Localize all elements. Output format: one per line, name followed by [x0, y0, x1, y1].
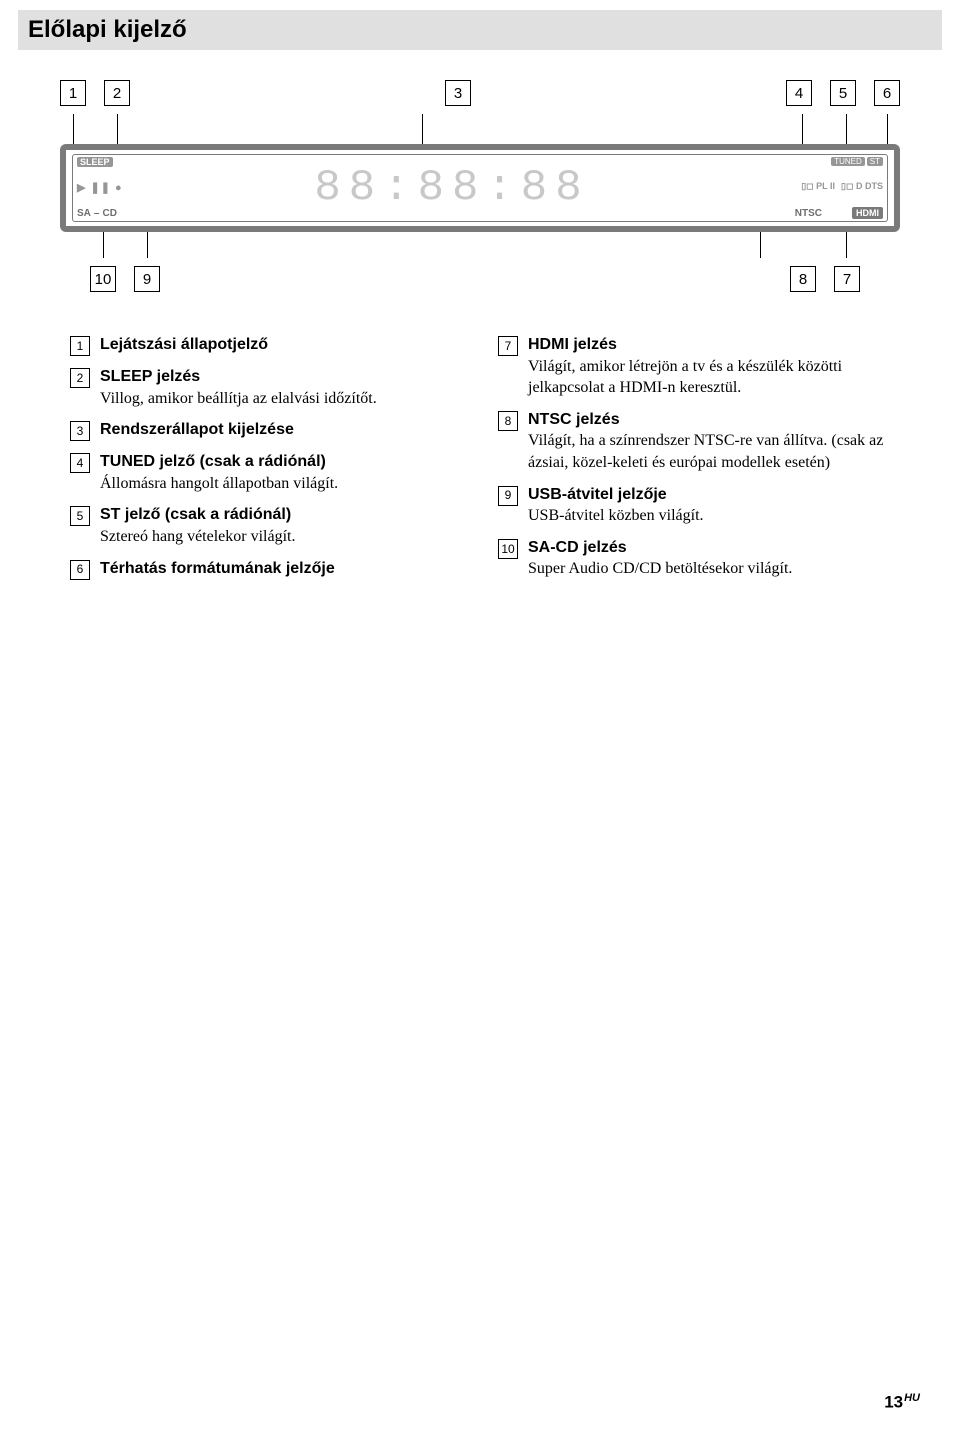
legend-item: 5 ST jelző (csak a rádiónál) Sztereó han…	[70, 504, 462, 547]
legend-title: HDMI jelzés	[528, 334, 890, 356]
legend-number: 8	[498, 411, 518, 431]
tuned-indicator: TUNED	[831, 157, 865, 166]
legend-desc: Villog, amikor beállítja az elalvási idő…	[100, 388, 462, 410]
page-lang: HU	[904, 1392, 920, 1404]
legend-left-column: 1 Lejátszási állapotjelző 2 SLEEP jelzés…	[70, 334, 462, 590]
page-footer: 13HU	[884, 1392, 920, 1413]
legend-number: 10	[498, 539, 518, 559]
sa-cd-indicator: SA – CD	[77, 208, 131, 219]
legend-number: 4	[70, 453, 90, 473]
callout-lines-bottom	[60, 232, 900, 258]
hdmi-indicator: HDMI	[852, 207, 883, 219]
legend-title: Rendszerállapot kijelzése	[100, 419, 462, 441]
legend-title: Térhatás formátumának jelzője	[100, 558, 462, 580]
legend-desc: Sztereó hang vételekor világít.	[100, 526, 462, 548]
legend-title: TUNED jelző (csak a rádiónál)	[100, 451, 462, 473]
legend-desc: Super Audio CD/CD betöltésekor világít.	[528, 558, 890, 580]
legend-title: NTSC jelzés	[528, 409, 890, 431]
legend-item: 7 HDMI jelzés Világít, amikor létrejön a…	[498, 334, 890, 399]
legend-item: 4 TUNED jelző (csak a rádiónál) Állomásr…	[70, 451, 462, 494]
page-number: 13	[884, 1393, 903, 1412]
legend-number: 2	[70, 368, 90, 388]
legend-number: 7	[498, 336, 518, 356]
callout-2: 2	[104, 80, 130, 106]
legend-title: SA-CD jelzés	[528, 537, 890, 559]
legend-title: ST jelző (csak a rádiónál)	[100, 504, 462, 526]
legend-number: 6	[70, 560, 90, 580]
callout-row-bottom: 10 9 8 7	[60, 266, 900, 292]
playback-icons: ▶ ❚❚ ●	[77, 181, 131, 194]
legend-number: 5	[70, 506, 90, 526]
legend-title: SLEEP jelzés	[100, 366, 462, 388]
surround-format-row: ▯◻ PL II ▯◻ D DTS	[801, 181, 883, 192]
legend-desc: USB-átvitel közben világít.	[528, 505, 890, 527]
ntsc-indicator: NTSC	[795, 208, 822, 219]
legend-number: 9	[498, 486, 518, 506]
legend-item: 8 NTSC jelzés Világít, ha a színrendszer…	[498, 409, 890, 474]
panel-right: TUNED ST ▯◻ PL II ▯◻ D DTS NTSC HDMI	[773, 157, 883, 219]
callout-8: 8	[790, 266, 816, 292]
legend-item: 1 Lejátszási állapotjelző	[70, 334, 462, 356]
panel-left: SLEEP ▶ ❚❚ ● SA – CD	[77, 157, 131, 219]
callout-3: 3	[445, 80, 471, 106]
legend-item: 3 Rendszerállapot kijelzése	[70, 419, 462, 441]
legend-desc: Állomásra hangolt állapotban világít.	[100, 473, 462, 495]
legend-title: USB-átvitel jelzője	[528, 484, 890, 506]
seven-segment-display: 88:88:88	[314, 163, 589, 213]
callout-10: 10	[90, 266, 116, 292]
callout-lines-top	[60, 114, 900, 144]
callout-9: 9	[134, 266, 160, 292]
legend-item: 10 SA-CD jelzés Super Audio CD/CD betölt…	[498, 537, 890, 580]
section-header: Előlapi kijelző	[18, 10, 942, 50]
legend-right-column: 7 HDMI jelzés Világít, amikor létrejön a…	[498, 334, 890, 590]
callout-1: 1	[60, 80, 86, 106]
callout-4: 4	[786, 80, 812, 106]
legend-item: 2 SLEEP jelzés Villog, amikor beállítja …	[70, 366, 462, 409]
display-panel: SLEEP ▶ ❚❚ ● SA – CD 88:88:88 TUNED ST ▯…	[60, 144, 900, 232]
legend-item: 9 USB-átvitel jelzője USB-átvitel közben…	[498, 484, 890, 527]
legend-number: 1	[70, 336, 90, 356]
panel-mid: 88:88:88	[137, 157, 767, 219]
legend-title: Lejátszási állapotjelző	[100, 334, 462, 356]
callout-7: 7	[834, 266, 860, 292]
callout-5: 5	[830, 80, 856, 106]
sleep-indicator: SLEEP	[77, 157, 113, 167]
legend-desc: Világít, amikor létrejön a tv és a készü…	[528, 356, 890, 399]
callout-6: 6	[874, 80, 900, 106]
st-indicator: ST	[867, 157, 883, 166]
legend-item: 6 Térhatás formátumának jelzője	[70, 558, 462, 580]
panel-inner: SLEEP ▶ ❚❚ ● SA – CD 88:88:88 TUNED ST ▯…	[72, 154, 888, 222]
legend-desc: Világít, ha a színrendszer NTSC-re van á…	[528, 430, 890, 473]
callout-row-top: 1 2 3 4 5 6	[60, 80, 900, 106]
legend-columns: 1 Lejátszási állapotjelző 2 SLEEP jelzés…	[70, 334, 890, 590]
legend-number: 3	[70, 421, 90, 441]
diagram-area: 1 2 3 4 5 6 SLEEP ▶ ❚❚ ● SA – CD	[60, 80, 900, 292]
section-title: Előlapi kijelző	[28, 16, 187, 43]
